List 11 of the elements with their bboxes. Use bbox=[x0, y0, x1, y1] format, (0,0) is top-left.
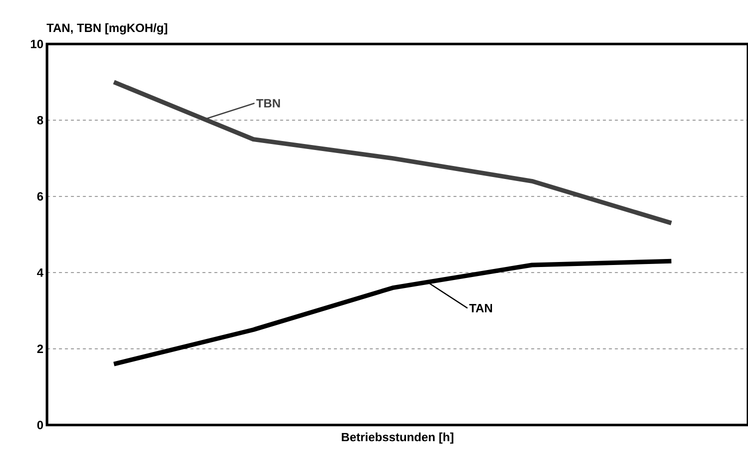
text: TAN bbox=[469, 304, 492, 312]
y-tick-label: 4 bbox=[37, 268, 44, 277]
y-tick-label: 6 bbox=[37, 192, 44, 201]
y-tick-label: 2 bbox=[37, 344, 44, 353]
y-tick-label: 10 bbox=[30, 40, 43, 48]
x-axis-title: Betriebsstunden [h] bbox=[342, 432, 454, 444]
y-tick-label: 0 bbox=[37, 420, 43, 430]
legend-label: TBN bbox=[256, 99, 280, 108]
y-tick-label: 8 bbox=[37, 116, 44, 124]
line-series bbox=[112, 80, 674, 226]
y-axis-title: TAN, TBN [mgKOH/g] bbox=[46, 23, 168, 34]
